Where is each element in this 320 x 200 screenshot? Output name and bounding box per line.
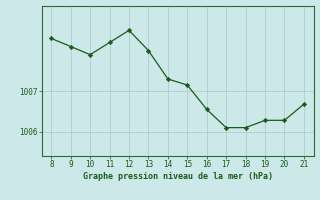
X-axis label: Graphe pression niveau de la mer (hPa): Graphe pression niveau de la mer (hPa) (83, 172, 273, 181)
